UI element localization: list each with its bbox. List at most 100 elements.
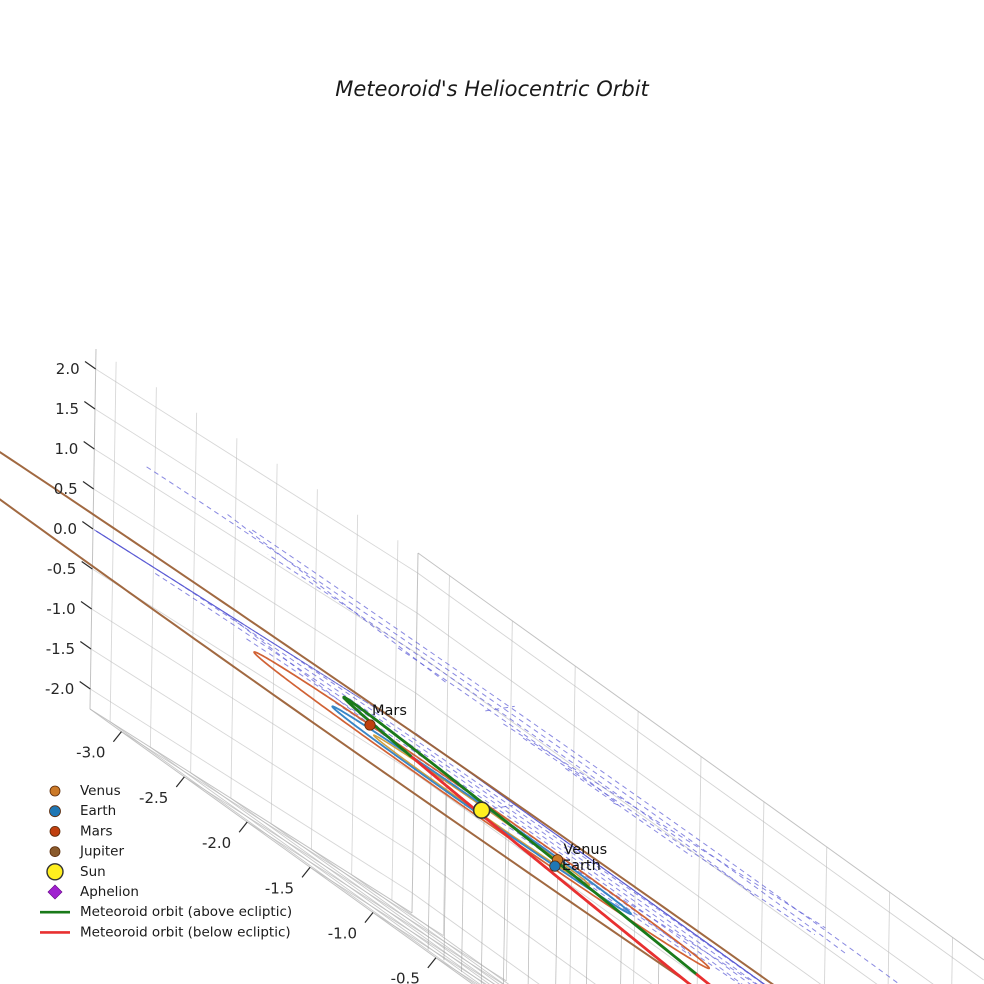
legend-label-7: Meteoroid orbit (below ecliptic) [80,924,291,940]
gridline-left-z [94,448,417,654]
gridline-bottom-y [311,848,500,984]
polar-circle-backwall [418,735,765,984]
zaxis-2-tick [83,440,95,450]
xaxis-3-label: -1.5 [265,879,294,897]
xaxis-0-label: -3.0 [76,744,105,762]
polar-circle [178,583,758,984]
orbit-dropline [527,854,531,984]
legend-marker-sun [46,863,64,881]
polar-spoke-upper [225,512,446,683]
zaxis-7-tick [79,640,92,650]
orbit-dropline [480,816,485,984]
polar-circle-upper [397,647,619,806]
gridline-left-z [95,368,418,574]
gridline-bottom-y [190,772,486,984]
zaxis-0-tick [84,360,97,370]
polar-spoke-upper [485,705,515,712]
zaxis-4-tick [81,520,94,530]
gridline-bottom-x [121,731,444,936]
label-venus: Venus [563,842,607,858]
gridline-bottom-x [184,776,507,982]
gridline-bottom-y [230,797,490,984]
axis-tick-labels: -3.0-2.5-2.0-1.5-1.0-0.50.00.51.00.51.01… [45,360,420,984]
gridline-left-z [90,688,413,894]
zaxis-8-tick [79,680,91,690]
gridline-bottom-x [309,866,496,984]
orbit-path-mars [253,651,711,970]
polar-spoke-upper [503,723,826,929]
xaxis-3-tick [301,866,311,878]
gridline-bottom-x [372,912,487,984]
xaxis-4-label: -1.0 [328,925,357,943]
legend-label-5: Aphelion [80,884,139,900]
zaxis-3-tick [82,480,95,490]
legend-label-1: Earth [80,803,116,819]
label-mars: Mars [372,703,407,719]
gridline-bottom-x [246,821,504,984]
legend-label-6: Meteoroid orbit (above ecliptic) [80,904,292,920]
zaxis-6-tick [80,600,93,610]
zaxis-0-label: 2.0 [56,360,80,378]
gridline-back-z [415,692,822,984]
zaxis-4-label: 0.0 [53,520,77,538]
polar-circle-upper [144,465,846,954]
xaxis-2-tick [238,821,248,833]
gridline-left-z [90,648,414,854]
zaxis-2-label: 1.0 [54,440,78,458]
polar-circle [294,656,765,984]
axes-panes [90,349,984,984]
box-edge [89,708,413,914]
orbit-dropline [555,877,558,984]
marker-earth [549,860,561,872]
xaxis-5-label: -0.5 [391,970,420,984]
body-markers [364,719,564,872]
gridline-back-z [412,892,540,984]
planet-orbit-paths [0,450,775,984]
orbit-dropline [427,773,432,950]
marker-mars [364,719,376,731]
legend-label-0: Venus [80,783,121,799]
sun-marker [472,801,491,819]
gridline-back-z [416,652,878,984]
legend: Venus Earth Mars Jupiter Sun Aphelion Meteoroi… [40,783,292,940]
orbit-dropline [503,834,507,984]
legend-marker-earth [49,805,61,818]
legend-label-4: Sun [80,864,106,880]
axis-ticks [79,360,437,969]
gridline-bottom-y [351,874,505,984]
xaxis-4-tick [364,912,374,924]
legend-marker-jupiter [49,846,61,857]
xaxis-2-label: -2.0 [202,834,231,852]
gridline-back-z [417,572,984,981]
legend-label-2: Mars [80,823,113,839]
gridline-back-z [413,812,653,984]
polar-circle-upper [251,529,900,984]
polar-circle [154,572,751,984]
polar-spoke-upper [565,767,693,857]
xaxis-1-label: -2.5 [139,789,168,807]
gridline-back-z [412,852,596,984]
zaxis-5-label: -0.5 [47,560,76,578]
zaxis-1-tick [83,400,96,410]
polar-spoke [563,866,691,956]
legend-marker-mars [49,826,61,837]
zaxis-6-label: -1.0 [46,600,75,618]
label-earth: Earth [562,858,601,874]
gridline-bottom-y [391,899,510,984]
gridline-bottom-y [109,721,476,984]
gridline-left-z [94,408,418,614]
orbit-dropline [620,929,622,984]
polar-circle-upper [267,554,755,897]
zaxis-7-label: -1.5 [46,640,75,658]
legend-marker-aphelion [47,884,63,900]
zaxis-3-label: 0.5 [54,480,78,498]
box-edge [417,552,984,961]
xaxis-1-tick [175,776,185,788]
zaxis-1-label: 1.5 [55,400,79,418]
legend-label-3: Jupiter [79,844,124,860]
pane-bottom [90,709,511,984]
legend-marker-venus [49,785,61,797]
